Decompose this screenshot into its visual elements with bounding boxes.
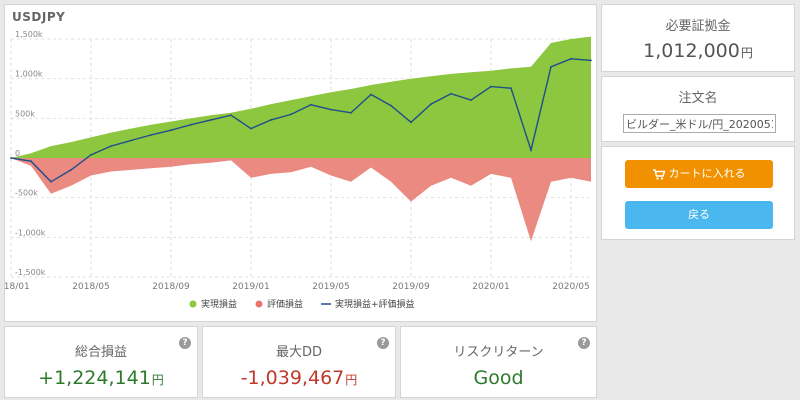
x-tick-label: 2019/09 bbox=[392, 282, 430, 292]
risk-return-panel: リスクリターン ? Good bbox=[400, 326, 597, 398]
x-tick-label: 2020/05 bbox=[552, 282, 589, 292]
help-icon[interactable]: ? bbox=[578, 337, 590, 349]
y-tick-label: 500k bbox=[15, 109, 35, 118]
risk-return-label: リスクリターン bbox=[453, 345, 544, 360]
data-point bbox=[290, 113, 292, 116]
series-area-unrealized bbox=[11, 158, 591, 242]
total-profit-panel: 総合損益 ? +1,224,141円 bbox=[4, 326, 198, 398]
data-point bbox=[250, 127, 252, 130]
yen-unit: 円 bbox=[740, 46, 753, 60]
data-point bbox=[370, 93, 372, 96]
back-button[interactable]: 戻る bbox=[625, 201, 773, 229]
data-point bbox=[270, 119, 272, 121]
chart-panel: USDJPY 2018/01 2018/05 2018/09 2019/01 2019/… bbox=[4, 4, 597, 322]
legend-label: 評価損益 bbox=[267, 298, 303, 310]
x-tick-label: 2018/09 bbox=[152, 282, 190, 292]
cart-icon bbox=[652, 168, 665, 180]
data-point bbox=[410, 121, 412, 124]
series-area-realized bbox=[11, 36, 591, 158]
help-icon[interactable]: ? bbox=[179, 337, 191, 349]
data-point bbox=[190, 123, 192, 126]
y-tick-label: 1,500k bbox=[15, 30, 43, 39]
data-point bbox=[330, 108, 332, 111]
yen-unit: 円 bbox=[151, 373, 164, 387]
data-point bbox=[30, 160, 32, 163]
data-point bbox=[530, 149, 532, 152]
x-tick-label: 2020/01 bbox=[472, 282, 509, 292]
x-tick-label: 2018/01 bbox=[5, 282, 30, 292]
y-tick-label: -1,000k bbox=[15, 228, 46, 237]
yen-unit: 円 bbox=[345, 373, 358, 387]
data-point bbox=[130, 139, 132, 142]
max-drawdown-value: -1,039,467円 bbox=[203, 367, 395, 389]
x-tick-label: 2019/05 bbox=[312, 282, 349, 292]
data-point bbox=[390, 104, 392, 107]
legend-marker-realized bbox=[189, 300, 197, 308]
data-point bbox=[230, 114, 232, 117]
add-to-cart-label: カートに入れる bbox=[668, 167, 746, 180]
order-name-input[interactable] bbox=[623, 114, 776, 133]
max-drawdown-panel: 最大DD ? -1,039,467円 bbox=[202, 326, 396, 398]
y-tick-label: 0 bbox=[15, 149, 20, 158]
data-point bbox=[110, 145, 112, 148]
legend-label: 実現損益 bbox=[201, 298, 237, 310]
required-margin-panel: 必要証拠金 1,012,000円 bbox=[601, 4, 795, 72]
add-to-cart-button[interactable]: カートに入れる bbox=[625, 160, 773, 188]
data-point bbox=[350, 111, 352, 114]
actions-panel: カートに入れる 戻る bbox=[601, 146, 795, 240]
data-point bbox=[510, 87, 512, 90]
data-point bbox=[590, 59, 592, 62]
legend-label: 実現損益+評価損益 bbox=[335, 298, 415, 310]
data-point bbox=[310, 103, 312, 106]
data-point bbox=[550, 65, 552, 68]
x-tick-label: 2018/05 bbox=[72, 282, 109, 292]
required-margin-value: 1,012,000円 bbox=[602, 40, 794, 62]
chart-title: USDJPY bbox=[12, 10, 66, 24]
data-point bbox=[90, 153, 92, 156]
order-name-label: 注文名 bbox=[678, 91, 718, 106]
total-profit-amount: +1,224,141 bbox=[38, 367, 151, 389]
back-label: 戻る bbox=[688, 208, 710, 221]
total-profit-value: +1,224,141円 bbox=[5, 367, 197, 389]
max-drawdown-amount: -1,039,467 bbox=[240, 367, 345, 389]
data-point bbox=[430, 103, 432, 105]
data-point bbox=[50, 180, 52, 183]
data-point bbox=[490, 85, 492, 88]
profit-chart: 2018/01 2018/05 2018/09 2019/01 2019/05 2019/… bbox=[5, 30, 592, 310]
risk-return-value: Good bbox=[473, 367, 524, 389]
y-tick-label: 1,000k bbox=[15, 70, 43, 79]
data-point bbox=[70, 169, 72, 171]
data-point bbox=[210, 119, 212, 121]
y-tick-label: -500k bbox=[15, 189, 38, 198]
x-tick-label: 2019/01 bbox=[232, 282, 269, 292]
y-tick-label: -1,500k bbox=[15, 268, 46, 277]
data-point bbox=[10, 157, 12, 159]
data-point bbox=[450, 92, 452, 95]
data-point bbox=[150, 134, 152, 136]
legend-marker-unrealized bbox=[255, 300, 263, 308]
help-icon[interactable]: ? bbox=[377, 337, 389, 349]
max-drawdown-label: 最大DD bbox=[275, 345, 323, 360]
data-point bbox=[170, 129, 172, 132]
total-profit-label: 総合損益 bbox=[74, 345, 127, 360]
required-margin-label: 必要証拠金 bbox=[665, 19, 731, 34]
order-name-panel: 注文名 bbox=[601, 76, 795, 142]
data-point bbox=[470, 99, 472, 101]
series-line-total bbox=[10, 58, 592, 183]
required-margin-amount: 1,012,000 bbox=[643, 40, 740, 62]
data-point bbox=[570, 57, 572, 60]
